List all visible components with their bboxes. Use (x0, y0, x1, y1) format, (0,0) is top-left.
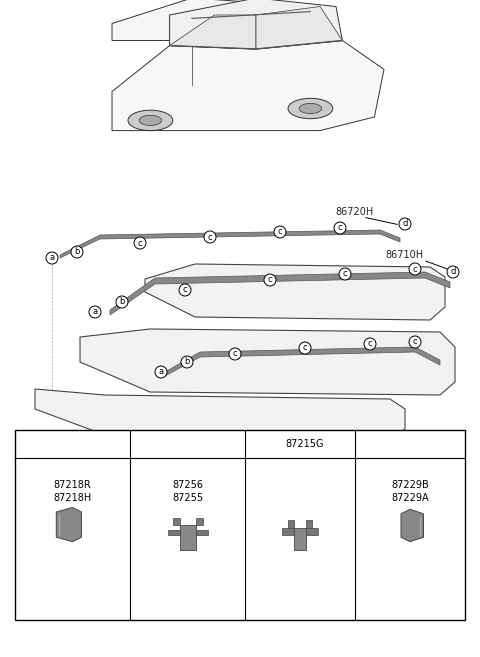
Circle shape (399, 218, 411, 230)
Circle shape (46, 437, 60, 451)
Circle shape (71, 246, 83, 258)
Text: b: b (120, 298, 125, 307)
Circle shape (339, 268, 351, 280)
Text: d: d (402, 219, 408, 229)
Polygon shape (195, 530, 207, 535)
Circle shape (264, 274, 276, 286)
Circle shape (134, 237, 146, 249)
Polygon shape (306, 520, 312, 528)
Text: c: c (413, 265, 417, 273)
Text: c: c (138, 238, 142, 248)
Polygon shape (180, 525, 195, 550)
Circle shape (160, 437, 175, 451)
Text: a: a (49, 439, 56, 449)
Text: 87218H: 87218H (53, 493, 92, 503)
Text: 87215G: 87215G (286, 439, 324, 449)
Text: c: c (233, 350, 237, 359)
Text: b: b (184, 357, 190, 367)
Circle shape (334, 222, 346, 234)
Polygon shape (80, 329, 455, 395)
Text: c: c (268, 275, 272, 284)
Circle shape (89, 306, 101, 318)
Text: b: b (164, 439, 171, 449)
Polygon shape (56, 507, 82, 542)
Text: 87256: 87256 (172, 480, 203, 490)
Text: c: c (413, 338, 417, 346)
Text: c: c (338, 223, 342, 233)
Circle shape (274, 226, 286, 238)
Polygon shape (112, 0, 240, 41)
Text: c: c (277, 439, 283, 449)
Polygon shape (401, 509, 423, 542)
Text: d: d (450, 267, 456, 277)
Polygon shape (168, 530, 180, 535)
Text: c: c (278, 227, 282, 237)
Polygon shape (165, 347, 440, 376)
Polygon shape (282, 528, 294, 535)
Text: a: a (93, 307, 97, 317)
Polygon shape (169, 15, 256, 49)
Polygon shape (110, 272, 450, 315)
Text: a: a (49, 254, 55, 263)
Circle shape (299, 342, 311, 354)
Circle shape (383, 437, 397, 451)
Text: c: c (368, 340, 372, 348)
Text: c: c (208, 233, 212, 242)
Ellipse shape (139, 115, 162, 125)
Circle shape (155, 366, 167, 378)
FancyBboxPatch shape (15, 430, 465, 620)
Text: a: a (158, 367, 164, 376)
Ellipse shape (288, 99, 333, 119)
Polygon shape (60, 230, 400, 258)
Polygon shape (195, 518, 203, 525)
Polygon shape (35, 389, 405, 439)
Circle shape (409, 336, 421, 348)
Ellipse shape (128, 110, 173, 131)
Polygon shape (288, 520, 294, 528)
Text: c: c (183, 286, 187, 294)
Circle shape (364, 338, 376, 350)
Circle shape (179, 284, 191, 296)
Circle shape (229, 348, 241, 360)
Polygon shape (294, 528, 306, 550)
Polygon shape (145, 264, 445, 320)
Circle shape (181, 356, 193, 368)
Circle shape (409, 263, 421, 275)
Circle shape (116, 296, 128, 308)
Polygon shape (306, 528, 318, 535)
Circle shape (273, 437, 287, 451)
Polygon shape (112, 41, 384, 131)
Circle shape (447, 266, 459, 278)
Circle shape (204, 231, 216, 243)
Polygon shape (172, 518, 180, 525)
Text: 87229B: 87229B (391, 480, 429, 490)
Text: c: c (343, 269, 348, 279)
Text: 87255: 87255 (172, 493, 203, 503)
Circle shape (46, 252, 58, 264)
Text: 87229A: 87229A (391, 493, 429, 503)
Text: 86720H: 86720H (335, 207, 373, 217)
Text: d: d (386, 439, 394, 449)
Polygon shape (256, 7, 342, 49)
Text: 86710H: 86710H (385, 250, 423, 260)
Polygon shape (169, 0, 342, 49)
Text: c: c (303, 344, 307, 353)
Text: b: b (74, 248, 80, 256)
Ellipse shape (299, 103, 322, 114)
Text: 87218R: 87218R (54, 480, 91, 490)
